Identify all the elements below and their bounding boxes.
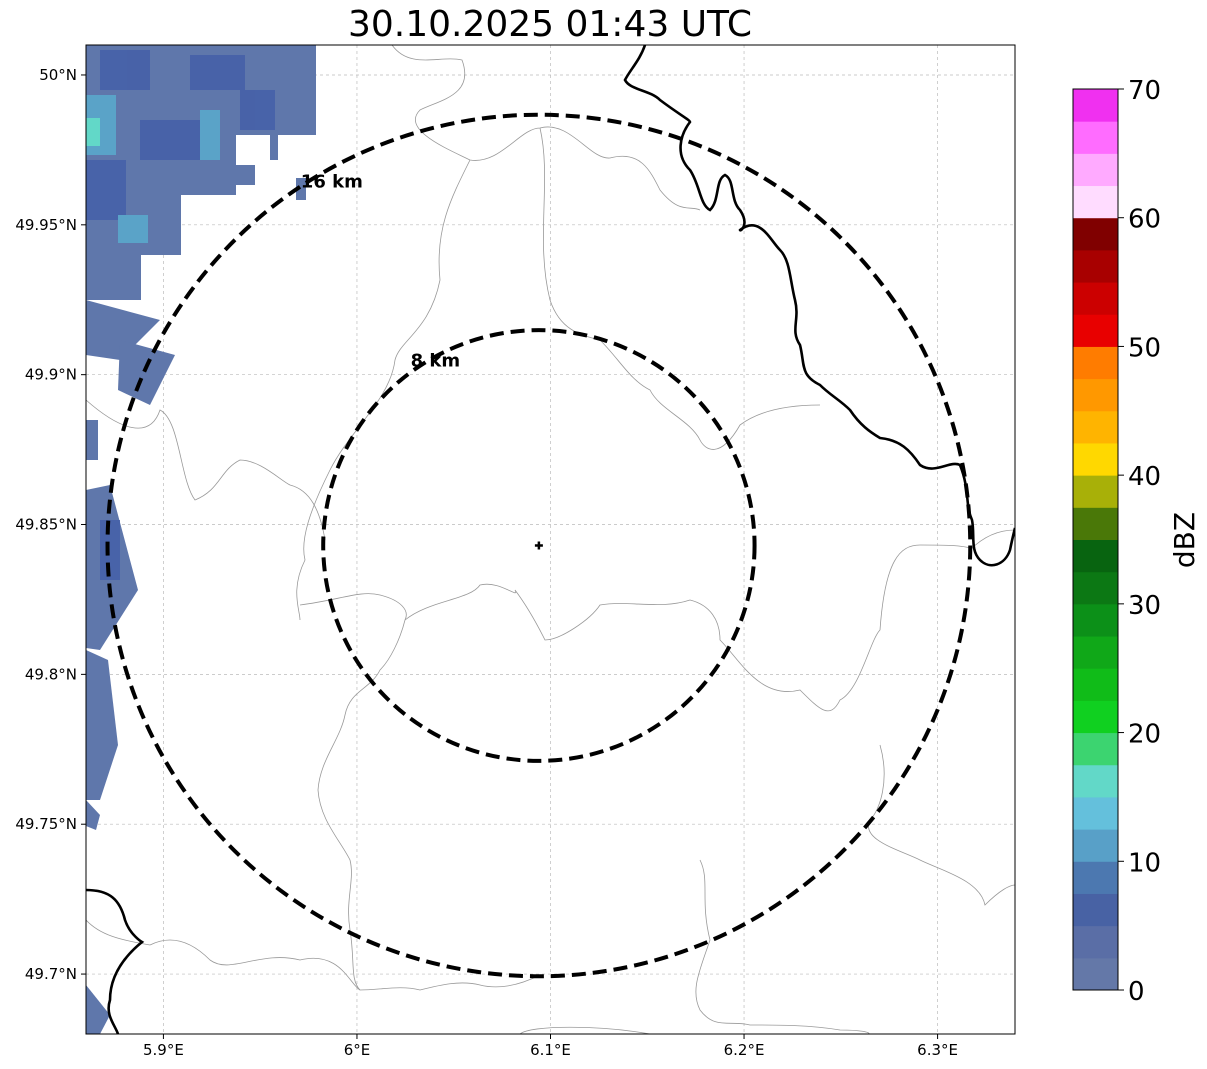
radar-site-marker (534, 541, 543, 550)
y-tick-label: 49.8°N (25, 665, 77, 683)
colorbar-segment (1073, 764, 1118, 798)
colorbar-segment (1073, 282, 1118, 315)
colorbar-segment (1073, 700, 1118, 734)
y-tick-label: 50°N (39, 66, 77, 84)
reflectivity-echoes (86, 45, 316, 1034)
y-tick-label: 49.95°N (15, 216, 77, 234)
y-tick-label: 49.85°N (15, 516, 77, 534)
colorbar-segment (1073, 893, 1118, 927)
x-tick-label: 6.2°E (724, 1041, 765, 1059)
y-axis-ticks: 50°N 49.95°N 49.9°N 49.85°N 49.8°N 49.75°N 49.… (15, 66, 86, 983)
map-title: 30.10.2025 01:43 UTC (347, 4, 753, 45)
colorbar-segment (1073, 314, 1118, 347)
x-tick-label: 6.3°E (917, 1041, 958, 1059)
colorbar-segment (1073, 571, 1118, 605)
colorbar-segment (1073, 217, 1118, 251)
colorbar-segment (1073, 378, 1118, 412)
colorbar-segment (1073, 89, 1118, 122)
colorbar-tick-label: 10 (1128, 848, 1161, 878)
y-tick-label: 49.9°N (25, 366, 77, 384)
colorbar-frame (1072, 88, 1119, 991)
colorbar-segment (1073, 861, 1118, 894)
colorbar-segment (1073, 732, 1118, 766)
colorbar-segment (1073, 121, 1118, 154)
x-tick-label: 5.9°E (143, 1041, 184, 1059)
range-rings: 8 km 16 km (105, 112, 973, 979)
range-ring-label: 8 km (411, 350, 461, 371)
colorbar-segment (1073, 603, 1118, 637)
colorbar-tick-label: 60 (1128, 205, 1161, 235)
x-axis-ticks: 5.9°E 6°E 6.1°E 6.2°E 6.3°E (143, 1034, 958, 1059)
colorbar-tick-label: 20 (1128, 720, 1161, 750)
colorbar-label: dBZ (1168, 512, 1201, 568)
y-tick-label: 49.7°N (25, 965, 77, 983)
range-ring-label: 16 km (301, 171, 363, 192)
range-ring-8km (321, 328, 757, 763)
colorbar-segment (1073, 539, 1118, 573)
range-ring-16km (105, 112, 973, 979)
colorbar-segment (1073, 346, 1118, 380)
colorbar-segment (1073, 925, 1118, 959)
map-gridlines (86, 45, 1015, 1034)
colorbar-segment (1073, 829, 1118, 862)
colorbar-segment (1073, 153, 1118, 187)
admin-boundaries (86, 45, 1015, 1034)
colorbar-tick-label: 50 (1128, 333, 1161, 363)
colorbar-segment (1073, 957, 1118, 991)
colorbar-tick-label: 0 (1128, 977, 1145, 1007)
colorbar-segment (1073, 668, 1118, 701)
colorbar-tick-label: 30 (1128, 591, 1161, 621)
colorbar-tick-label: 40 (1128, 462, 1161, 492)
colorbar-segment (1073, 507, 1118, 540)
colorbar-segment (1073, 442, 1118, 476)
colorbar: 0 10 20 30 40 50 60 70 dBZ (1072, 76, 1201, 1007)
colorbar-tick-label: 70 (1128, 76, 1161, 106)
colorbar-segment (1073, 796, 1118, 830)
x-tick-label: 6°E (344, 1041, 371, 1059)
colorbar-segment (1073, 249, 1118, 283)
colorbar-segment (1073, 410, 1118, 444)
y-tick-label: 49.75°N (15, 815, 77, 833)
colorbar-segment (1073, 475, 1118, 508)
colorbar-segment (1073, 185, 1118, 219)
x-tick-label: 6.1°E (530, 1041, 571, 1059)
colorbar-segment (1073, 636, 1118, 669)
